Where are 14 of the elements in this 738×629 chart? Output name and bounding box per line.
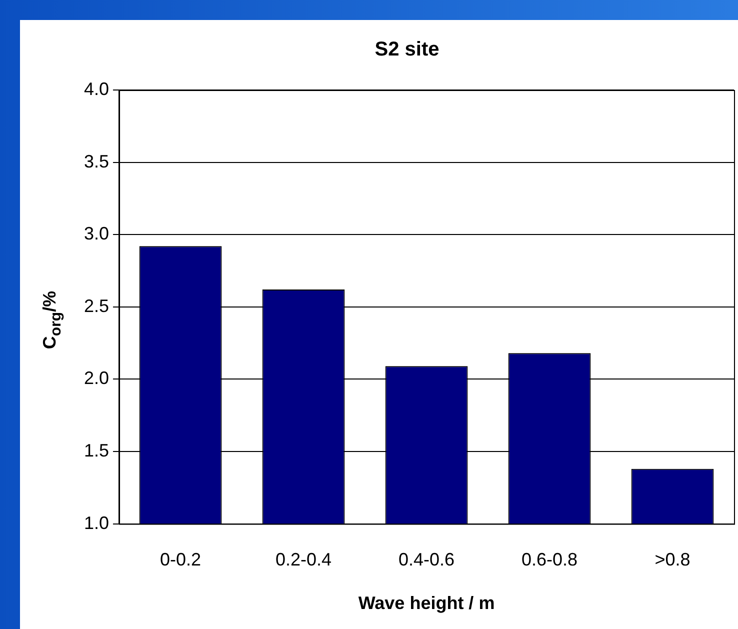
chart-title: S2 site [374,38,440,61]
y-tick-label: 1.5 [84,440,110,460]
x-tick-label: >0.8 [654,550,690,570]
y-tick-label: 3.0 [84,224,110,244]
y-tick-label: 3.5 [84,151,110,172]
x-tick-label: 0-0.2 [160,550,202,570]
x-tick-label: 0.2-0.4 [275,550,332,570]
y-tick-label: 1.0 [84,512,110,533]
x-tick-label: 0.4-0.6 [398,550,455,570]
y-tick-label: 2.5 [84,296,110,316]
y-tick-label: 4.0 [84,78,110,99]
x-axis-title: Wave height / m [358,593,495,614]
y-tick-label: 2.0 [84,368,110,388]
x-tick-label: 0.6-0.8 [521,550,578,570]
